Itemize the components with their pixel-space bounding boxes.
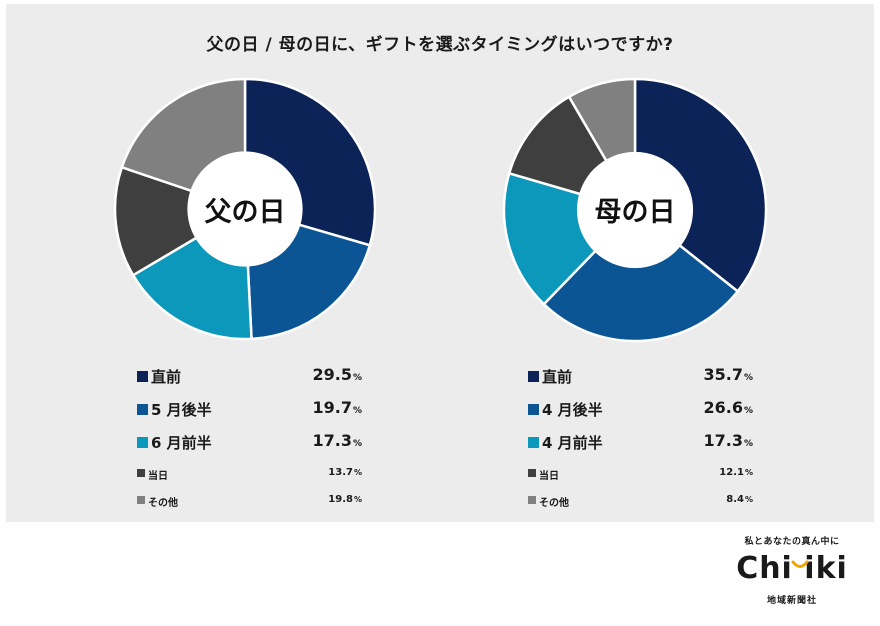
pie-slice-1 <box>633 77 768 294</box>
pie-slice-2 <box>542 208 740 343</box>
logo-wordmark: Chi iki <box>736 551 848 586</box>
legend-item: 6 月前半 17.3% <box>137 431 362 464</box>
percent-unit: % <box>744 468 753 477</box>
percent-unit: % <box>353 468 362 477</box>
legend-value: 12.1% <box>719 467 753 478</box>
legend-label: 4 月前半 <box>542 434 603 452</box>
percent-unit: % <box>743 406 753 416</box>
data-label: 19.8 <box>328 494 353 505</box>
data-label: 17.3 <box>312 431 352 450</box>
data-label: 8.4 <box>726 494 744 505</box>
pie-slice-4 <box>113 165 248 277</box>
logo-company: 地域新聞社 <box>766 596 817 606</box>
legend-label: 4 月後半 <box>542 401 603 419</box>
data-label: 19.7 <box>312 398 352 417</box>
legend-mothers-day: 直前 35.7% 4 月後半 26.6% 4 月前半 17.3% 当日 12.1% その他 8.4… <box>528 365 753 518</box>
legend-value: 17.3% <box>312 431 362 450</box>
percent-unit: % <box>743 439 753 449</box>
smile-icon <box>791 560 809 568</box>
logo-mark: Chi iki <box>722 547 862 593</box>
legend-swatch <box>528 469 536 477</box>
legend-label: 直前 <box>151 368 182 386</box>
percent-unit: % <box>352 373 362 383</box>
legend-value: 35.7% <box>703 365 753 384</box>
data-label: 29.5 <box>312 365 352 384</box>
legend-item: 直前 29.5% <box>137 365 362 398</box>
percent-unit: % <box>353 495 362 504</box>
legend-value: 26.6% <box>703 398 753 417</box>
legend-label: 直前 <box>542 368 573 386</box>
legend-value: 17.3% <box>703 431 753 450</box>
legend-value: 19.7% <box>312 398 362 417</box>
legend-swatch <box>137 404 148 415</box>
pie-chart-fathers-day <box>113 77 377 341</box>
legend-value: 29.5% <box>312 365 362 384</box>
legend-item: 当日 13.7% <box>137 464 362 491</box>
percent-unit: % <box>744 495 753 504</box>
legend-label: その他 <box>539 498 569 509</box>
legend-value: 19.8% <box>328 494 362 505</box>
percent-unit: % <box>352 439 362 449</box>
legend-item: 当日 12.1% <box>528 464 753 491</box>
legend-swatch <box>528 496 536 504</box>
percent-unit: % <box>743 373 753 383</box>
legend-value: 8.4% <box>726 494 753 505</box>
legend-item: その他 8.4% <box>528 491 753 518</box>
chart-title: 父の日 / 母の日に、ギフトを選ぶタイミングはいつですか? <box>206 35 674 55</box>
legend-label: 当日 <box>148 471 168 482</box>
legend-item: 5 月後半 19.7% <box>137 398 362 431</box>
legend-swatch <box>137 437 148 448</box>
data-label: 13.7 <box>328 467 353 478</box>
chiiki-logo: 私とあなたの真ん中に Chi iki 地域新聞社 <box>722 534 862 606</box>
legend-label: 5 月後半 <box>151 401 212 419</box>
data-label: 12.1 <box>719 467 744 478</box>
legend-label: 当日 <box>539 471 559 482</box>
pie-chart-mothers-day <box>502 77 768 343</box>
percent-unit: % <box>352 406 362 416</box>
data-label: 26.6 <box>703 398 743 417</box>
data-label: 17.3 <box>703 431 743 450</box>
center-label-mothers-day: 母の日 <box>594 197 676 228</box>
legend-swatch <box>528 404 539 415</box>
legend-fathers-day: 直前 29.5% 5 月後半 19.7% 6 月前半 17.3% 当日 13.7% その他 19.… <box>137 365 362 518</box>
legend-value: 13.7% <box>328 467 362 478</box>
legend-item: その他 19.8% <box>137 491 362 518</box>
donut-hole <box>187 151 303 267</box>
legend-swatch <box>137 469 145 477</box>
data-label: 35.7 <box>703 365 743 384</box>
legend-swatch <box>137 496 145 504</box>
legend-item: 4 月前半 17.3% <box>528 431 753 464</box>
legend-label: 6 月前半 <box>151 434 212 452</box>
legend-swatch <box>528 437 539 448</box>
legend-item: 4 月後半 26.6% <box>528 398 753 431</box>
legend-item: 直前 35.7% <box>528 365 753 398</box>
legend-swatch <box>137 371 148 382</box>
legend-label: その他 <box>148 498 178 509</box>
donut-hole <box>576 151 694 269</box>
legend-swatch <box>528 371 539 382</box>
logo-tagline: 私とあなたの真ん中に <box>744 537 840 547</box>
center-label-fathers-day: 父の日 <box>204 197 286 228</box>
